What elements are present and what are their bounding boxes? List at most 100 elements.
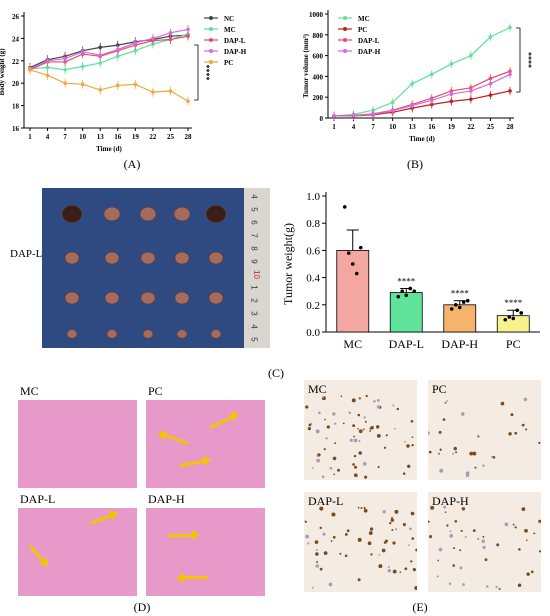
data-point (168, 37, 173, 42)
ihc-label-dap-l: DAP-L (308, 494, 344, 508)
stained-cell (358, 397, 361, 400)
data-point (332, 114, 336, 118)
stained-cell (477, 435, 480, 438)
stained-cell (317, 453, 321, 457)
stained-cell (538, 441, 541, 444)
stained-cell (387, 566, 390, 569)
stained-cell (504, 522, 509, 527)
stained-cell (332, 456, 337, 461)
ruler-number: 10 (251, 270, 261, 279)
stained-cell (322, 532, 326, 536)
legend-marker (343, 49, 347, 53)
caption-b: (B) (407, 157, 423, 171)
legend-marker (343, 16, 347, 20)
stained-cell (334, 442, 337, 445)
series-line-pc (29, 69, 189, 102)
stained-cell (404, 440, 406, 443)
stained-cell (363, 508, 368, 513)
ruler-number: 7 (249, 233, 259, 238)
legend-marker (343, 38, 347, 42)
chart-b-tumor-volume: 0 200 400 600 800 1000 1 4 7 10 13 16 19 22 25 28 Time (… (302, 10, 533, 143)
data-point (98, 53, 103, 57)
stained-cell (365, 394, 368, 398)
data-point (133, 41, 138, 45)
stained-cell (455, 451, 458, 454)
stained-cell (444, 402, 447, 404)
stained-cell (446, 400, 448, 402)
stained-cell (406, 444, 410, 448)
ruler-number: 5 (249, 207, 259, 212)
stained-cell (524, 528, 528, 533)
stained-cell (525, 539, 528, 541)
significance-bracket (516, 27, 521, 93)
data-point (133, 48, 138, 53)
stained-cell (428, 450, 432, 454)
y-axis-label: Body weight (g) (0, 48, 6, 96)
stained-cell (357, 428, 359, 430)
stained-cell (538, 550, 541, 553)
stained-cell (360, 507, 363, 509)
stained-cell (514, 526, 517, 529)
stained-cell (472, 451, 477, 456)
stained-cell (490, 455, 493, 458)
stained-cell (404, 567, 408, 571)
data-point (168, 31, 173, 35)
data-point (461, 300, 466, 304)
stained-cell (486, 585, 489, 588)
stained-cell (396, 407, 400, 411)
stained-cell (357, 578, 361, 582)
stained-cell (315, 564, 319, 568)
legend-marker (209, 16, 213, 20)
data-point (346, 251, 351, 255)
stained-cell (323, 448, 326, 451)
data-point (371, 112, 375, 117)
stained-cell (353, 438, 358, 443)
stained-cell (496, 543, 500, 547)
x-tick-label: 7 (371, 123, 375, 131)
stained-cell (339, 552, 342, 555)
stained-cell (402, 523, 406, 527)
stained-cell (517, 583, 522, 587)
stained-cell (498, 587, 501, 590)
stained-cell (459, 566, 463, 570)
stained-cell (411, 537, 415, 540)
data-point (390, 100, 395, 105)
stained-cell (521, 423, 525, 427)
stained-cell (346, 529, 350, 533)
data-point (515, 308, 520, 313)
stained-cell (358, 451, 362, 455)
ihc-image-dap-h (428, 492, 541, 592)
stained-cell (311, 467, 314, 469)
data-point (453, 303, 458, 307)
significance-label: **** (397, 276, 416, 286)
ihc-label-mc: MC (308, 382, 327, 396)
caption-a: (A) (123, 157, 141, 171)
stained-cell (370, 553, 373, 556)
tumor-sample (139, 206, 157, 222)
y-tick-label: 20 (12, 80, 20, 88)
tumor-sample (106, 329, 118, 339)
stained-cell (353, 454, 357, 458)
stained-cell (353, 473, 358, 478)
data-point (63, 56, 67, 61)
legend-marker (209, 38, 213, 42)
stained-cell (512, 523, 515, 526)
ihc-label-dap-h: DAP-H (432, 494, 469, 508)
stained-cell (444, 511, 447, 514)
stained-cell (469, 451, 474, 456)
he-stain-panel: MC PC DAP-L DAP-H (18, 384, 280, 600)
y-tick-label: 0.0 (306, 327, 320, 339)
data-point (45, 65, 50, 70)
tumor-sample (173, 206, 191, 222)
ruler-number: 5 (249, 337, 259, 342)
tumor-sample (208, 251, 224, 265)
stained-cell (376, 434, 381, 438)
tumor-sample (140, 251, 156, 265)
stained-cell (369, 527, 374, 531)
legend-label-dap-l: DAP-L (358, 37, 380, 45)
stained-cell (428, 520, 430, 523)
data-point (457, 305, 462, 310)
x-tick-label-dap-h: DAP-H (441, 337, 478, 351)
stained-cell (395, 528, 398, 531)
data-point (80, 64, 85, 69)
